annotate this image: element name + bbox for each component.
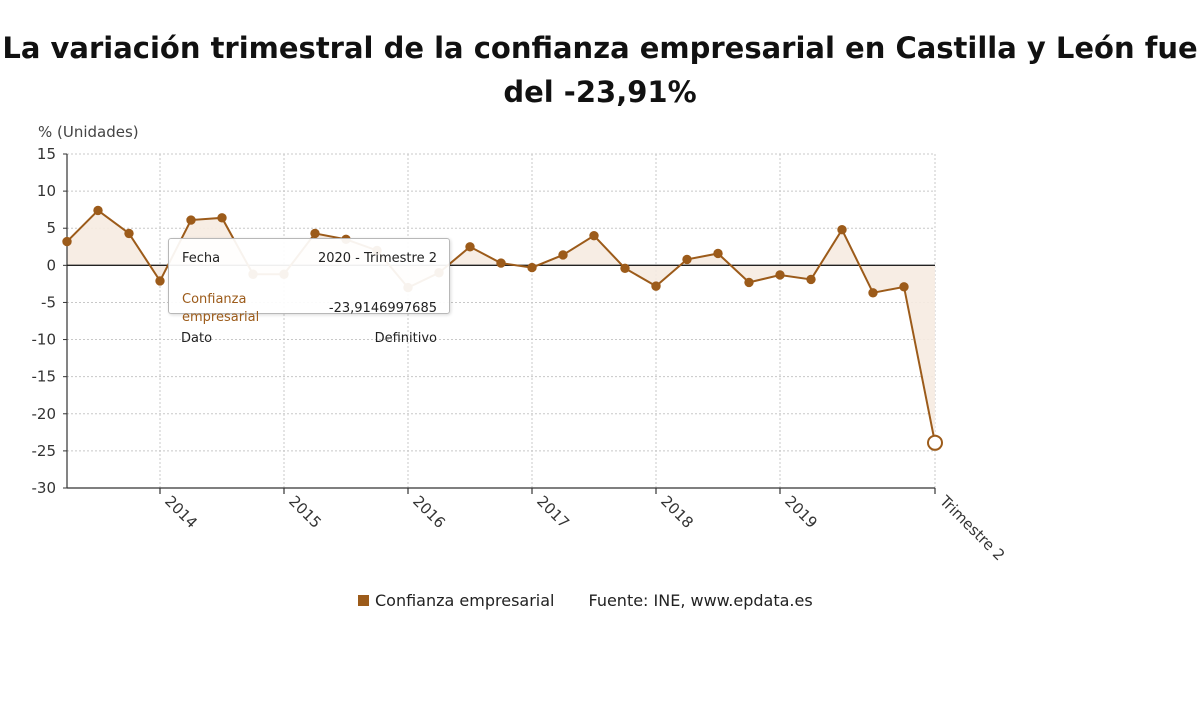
data-point[interactable] [620,263,630,274]
x-tick-label: 2017 [533,492,573,532]
data-point[interactable] [496,258,506,268]
y-tick-label: -15 [32,368,57,386]
data-point[interactable] [682,254,692,265]
legend-label: Confianza empresarial [375,591,555,610]
x-tick-label: 2014 [161,492,201,532]
data-point[interactable] [899,282,909,292]
data-point[interactable] [558,250,568,260]
source-note: Fuente: INE, www.epdata.es [588,591,813,610]
data-tooltip: Fecha 2020 - Trimestre 2 Confianza empre… [168,238,450,325]
x-tick-label: 2016 [409,492,449,532]
data-points [62,205,943,451]
data-point[interactable] [589,230,599,241]
tooltip-date-value: 2020 - Trimestre 2 [317,251,437,266]
data-point[interactable] [837,225,847,235]
data-point[interactable] [744,277,754,288]
data-point[interactable] [651,281,661,291]
tooltip-date-label: Fecha [182,251,221,266]
data-point[interactable] [465,242,475,252]
data-point[interactable] [186,215,196,225]
data-point[interactable] [124,228,134,239]
y-tick-label: -10 [32,331,57,349]
y-tick-label: 5 [46,219,56,237]
y-tick-labels: 15 10 5 0 -5 -10 -15 -20 -25 -30 [32,145,57,497]
y-tick-label: -20 [32,405,57,423]
x-tick-label: 2019 [781,492,821,532]
y-tick-label: -5 [41,293,56,311]
data-point[interactable] [806,274,816,285]
x-tick-labels: 2014 2015 2016 2017 2018 2019 Trimestre 2 [161,491,1008,564]
tooltip-status-row: Dato Definitivo [181,331,437,346]
tooltip-series-value: -23,9146997685 [328,301,437,316]
highlighted-data-point[interactable] [927,434,943,451]
tooltip-dato-value: Definitivo [374,331,437,346]
tooltip-dato-label: Dato [181,331,213,346]
y-axis-label: % (Unidades) [38,123,139,141]
legend-swatch [358,595,369,606]
data-point[interactable] [217,213,227,223]
x-tick-label: 2018 [657,492,697,532]
data-point[interactable] [713,248,723,259]
data-point[interactable] [155,276,165,286]
data-point[interactable] [310,228,320,239]
y-tick-label: -25 [32,442,57,460]
x-tick-label: 2015 [285,492,325,532]
data-point[interactable] [775,270,785,280]
legend: Confianza empresarial Fuente: INE, www.e… [358,591,813,610]
data-point[interactable] [527,262,537,273]
y-tick-label: 15 [37,145,56,163]
y-tick-label: 0 [46,256,56,274]
y-tick-label: 10 [37,182,56,200]
data-point[interactable] [868,288,878,298]
data-point[interactable] [93,205,103,216]
x-tick-label: Trimestre 2 [935,491,1008,564]
data-point[interactable] [62,236,72,247]
chart-title: La variación trimestral de la confianza … [2,31,1198,109]
y-tick-label: -30 [32,479,57,497]
tooltip-series-label: Confianza empresarial [182,292,260,325]
